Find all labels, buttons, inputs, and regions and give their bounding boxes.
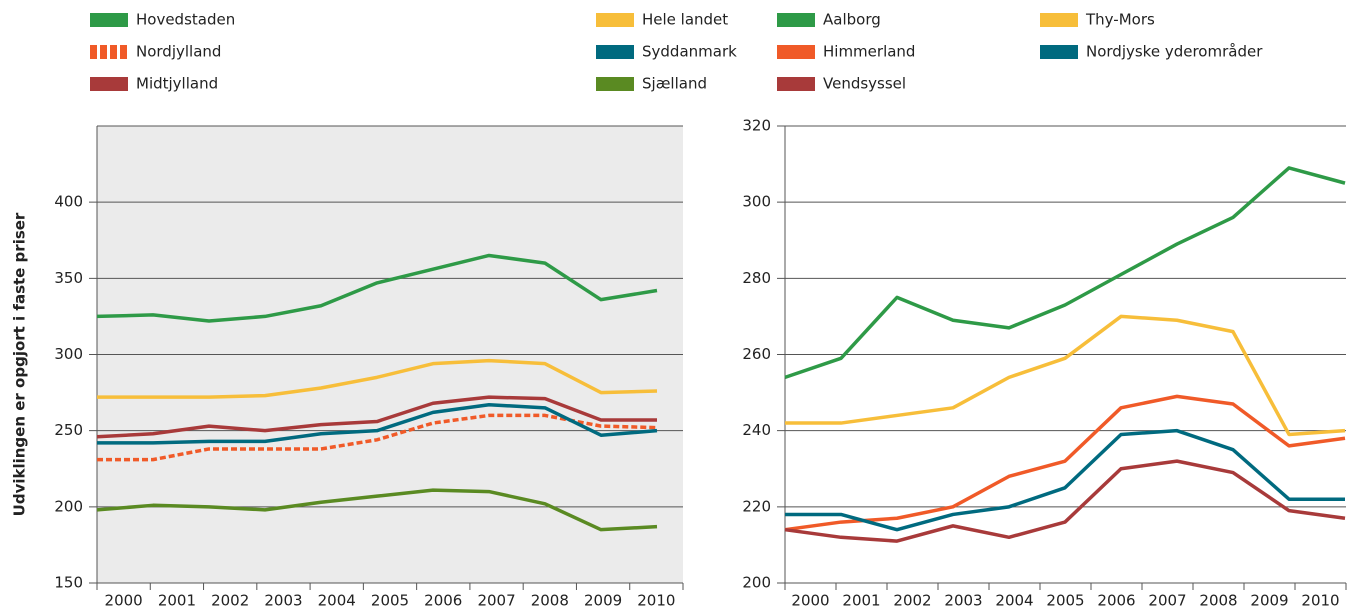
series-line [96, 253, 658, 323]
legend-label: Thy-Mors [1085, 11, 1155, 29]
y-tick-label: 200 [742, 574, 771, 592]
y-tick-label: 150 [54, 574, 83, 592]
series-line [96, 395, 657, 439]
legend-swatch [90, 77, 128, 91]
x-tick-label: 2005 [371, 592, 409, 610]
x-tick-label: 2008 [531, 592, 569, 610]
series-line [97, 413, 658, 462]
y-tick-label: 320 [742, 117, 771, 135]
legend-label: Hovedstaden [136, 11, 235, 29]
legend-swatch [90, 13, 128, 27]
x-tick-label: 2010 [637, 592, 675, 610]
y-tick-label: 350 [54, 269, 83, 287]
legend-swatch [777, 45, 815, 59]
legend-swatch [777, 77, 815, 91]
y-tick-label: 260 [742, 345, 771, 363]
series-line [96, 488, 658, 532]
y-tick-label: 400 [54, 193, 83, 211]
y-tick-label: 200 [54, 497, 83, 515]
series-line [785, 428, 1345, 532]
x-tick-label: 2000 [105, 592, 143, 610]
x-tick-label: 2006 [424, 592, 462, 610]
legend-label: Nordjylland [136, 43, 221, 61]
y-axis-title: Udviklingen er opgjort i faste priser [11, 212, 29, 516]
series-line [785, 314, 1346, 437]
legend-label: Midtjylland [136, 75, 218, 93]
legend-label: Sjælland [642, 75, 707, 93]
series-line [784, 166, 1346, 380]
legend-swatch [120, 45, 127, 59]
legend-label: Aalborg [823, 11, 881, 29]
legend-swatch [100, 45, 107, 59]
legend-label: Hele landet [642, 11, 728, 29]
y-tick-label: 220 [742, 497, 771, 515]
x-tick-label: 2006 [1097, 592, 1135, 610]
y-tick-label: 300 [54, 345, 83, 363]
x-tick-label: 2003 [264, 592, 302, 610]
y-tick-label: 280 [742, 269, 771, 287]
x-tick-label: 2005 [1046, 592, 1084, 610]
x-tick-label: 2000 [791, 592, 829, 610]
x-tick-label: 2001 [158, 592, 196, 610]
series-line [97, 358, 658, 399]
legend-swatch [1040, 13, 1078, 27]
legend-swatch [777, 13, 815, 27]
legend-label: Nordjyske yderområder [1086, 43, 1263, 61]
legend-swatch [110, 45, 117, 59]
x-tick-label: 2009 [584, 592, 622, 610]
legend-label: Syddanmark [642, 43, 737, 61]
x-tick-label: 2004 [995, 592, 1033, 610]
y-tick-label: 300 [742, 193, 771, 211]
series-line [784, 459, 1346, 543]
legend-swatch [596, 45, 634, 59]
series-line [97, 403, 658, 445]
legend-label: Vendsyssel [823, 75, 906, 93]
x-tick-label: 2007 [1148, 592, 1186, 610]
legend-label: Himmerland [823, 43, 915, 61]
x-tick-label: 2003 [944, 592, 982, 610]
x-tick-label: 2008 [1199, 592, 1237, 610]
series-line [784, 394, 1346, 532]
legend-swatch [596, 13, 634, 27]
x-tick-label: 2010 [1301, 592, 1339, 610]
x-tick-label: 2002 [211, 592, 249, 610]
x-tick-label: 2001 [842, 592, 880, 610]
y-tick-label: 250 [54, 421, 83, 439]
legend-swatch [1040, 45, 1078, 59]
legend-swatch [90, 45, 97, 59]
y-tick-label: 240 [742, 421, 771, 439]
x-tick-label: 2002 [893, 592, 931, 610]
x-tick-label: 2004 [318, 592, 356, 610]
x-tick-label: 2007 [477, 592, 515, 610]
legend-swatch [596, 77, 634, 91]
x-tick-label: 2009 [1250, 592, 1288, 610]
